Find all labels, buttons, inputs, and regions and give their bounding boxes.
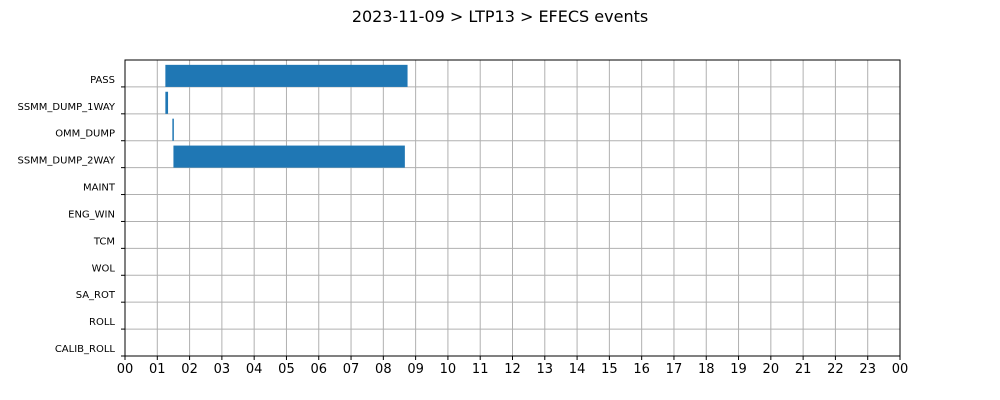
x-tick-label: 04: [246, 362, 263, 377]
x-tick-label: 07: [343, 362, 360, 377]
y-tick-label: ENG_WIN: [68, 209, 115, 220]
y-tick-label: ROLL: [89, 317, 115, 328]
bars: [165, 64, 408, 168]
event-bar: [172, 118, 174, 141]
y-tick-label: TCM: [93, 236, 115, 247]
y-tick-label: SSMM_DUMP_2WAY: [17, 156, 115, 167]
event-bar: [173, 145, 405, 168]
y-tick-label: OMM_DUMP: [55, 129, 115, 140]
event-bar: [165, 91, 169, 114]
x-tick-label: 13: [537, 362, 554, 377]
x-tick-label: 09: [407, 362, 424, 377]
x-tick-label: 01: [149, 362, 166, 377]
x-tick-label: 11: [472, 362, 489, 377]
grid: [124, 60, 901, 356]
y-tick-label: SSMM_DUMP_1WAY: [17, 102, 115, 113]
x-tick-label: 21: [795, 362, 812, 377]
event-bar: [165, 64, 408, 87]
x-tick-label: 14: [569, 362, 586, 377]
y-tick-label: PASS: [90, 75, 115, 86]
x-axis: 00 01 02 03 04 05 06 07 08 09 10 11 12 13 14 15 16 17 18 19…: [117, 356, 909, 377]
x-tick-label: 20: [763, 362, 780, 377]
x-tick-label: 02: [181, 362, 198, 377]
x-tick-label: 05: [278, 362, 295, 377]
x-tick-label: 17: [666, 362, 683, 377]
x-tick-label: 18: [698, 362, 715, 377]
y-tick-label: SA_ROT: [76, 290, 116, 301]
x-tick-label: 16: [633, 362, 650, 377]
x-tick-label: 03: [214, 362, 231, 377]
x-tick-label: 22: [827, 362, 844, 377]
x-tick-label: 00: [892, 362, 909, 377]
x-tick-label: 10: [440, 362, 457, 377]
x-tick-label: 15: [601, 362, 618, 377]
x-tick-label: 12: [504, 362, 521, 377]
x-tick-label: 00: [117, 362, 134, 377]
x-tick-label: 08: [375, 362, 392, 377]
chart-title: 2023-11-09 > LTP13 > EFECS events: [352, 7, 648, 26]
y-axis: PASS SSMM_DUMP_1WAY OMM_DUMP SSMM_DUMP_2WAY…: [17, 75, 125, 357]
y-tick-label: WOL: [92, 263, 116, 274]
x-tick-label: 06: [310, 362, 327, 377]
y-tick-label: MAINT: [83, 183, 116, 194]
x-tick-label: 23: [859, 362, 876, 377]
x-tick-label: 19: [730, 362, 747, 377]
y-tick-label: CALIB_ROLL: [55, 344, 116, 355]
